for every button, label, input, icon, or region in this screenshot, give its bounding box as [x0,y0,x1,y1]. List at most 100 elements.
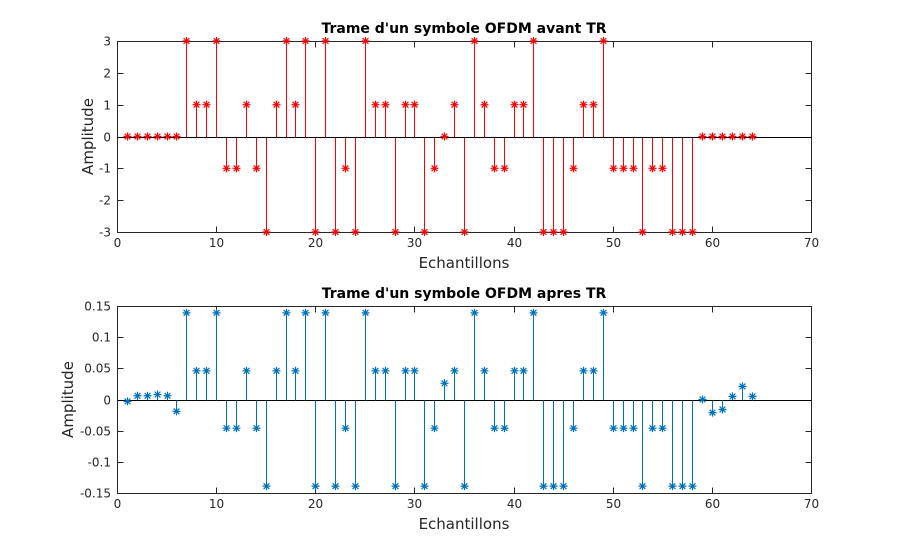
data-point-marker [480,366,489,375]
data-point-marker [569,424,578,433]
data-point-marker [589,100,598,109]
data-point-marker [718,405,727,414]
data-point-marker [301,308,310,317]
data-point-marker [519,366,528,375]
data-point-marker [123,132,132,141]
data-point-marker [182,37,191,45]
data-point-marker [460,482,469,491]
data-point-marker [708,132,717,141]
data-point-marker [252,164,261,173]
data-point-marker [242,100,251,109]
x-tick-label: 40 [507,236,522,250]
x-axis-label: Echantillons [419,515,510,533]
x-tick-label: 70 [804,236,819,250]
data-point-marker [688,228,697,236]
y-tick-label: -2 [99,194,111,208]
data-point-marker [172,132,181,141]
x-tick-label: 20 [308,236,323,250]
data-point-marker [678,482,687,491]
y-tick-label: -0.05 [80,425,111,439]
data-point-marker [609,164,618,173]
data-point-marker [420,228,429,236]
y-tick-label: 1 [103,99,111,113]
data-point-marker [133,132,142,141]
data-point-marker [232,424,241,433]
data-point-marker [559,482,568,491]
x-tick-label: 50 [606,236,621,250]
y-tick-label: 0 [103,394,111,408]
data-point-marker [638,482,647,491]
x-tick-label: 10 [209,497,224,511]
y-tick-label: 2 [103,67,111,81]
data-point-marker [440,379,449,388]
data-point-marker [232,164,241,173]
data-point-marker [738,382,747,391]
data-point-marker [698,395,707,404]
x-tick-label: 30 [407,497,422,511]
data-point-marker [589,366,598,375]
data-point-marker [192,100,201,109]
data-point-marker [738,132,747,141]
data-point-marker [510,100,519,109]
data-point-marker [648,164,657,173]
data-point-marker [748,132,757,141]
data-point-marker [361,37,370,45]
data-point-marker [153,132,162,141]
data-point-marker [410,100,419,109]
data-point-marker [470,37,479,45]
data-point-marker [480,100,489,109]
data-point-marker [242,366,251,375]
x-tick-label: 20 [308,497,323,511]
data-point-marker [262,228,271,236]
x-tick-label: 60 [705,236,720,250]
data-point-marker [490,164,499,173]
data-point-marker [599,308,608,317]
data-point-marker [163,391,172,400]
data-point-marker [609,424,618,433]
y-tick-label: 3 [103,35,111,49]
data-point-marker [579,366,588,375]
y-tick-label: -1 [99,162,111,176]
data-point-marker [440,132,449,141]
y-tick-label: 0.05 [84,362,111,376]
data-point-marker [212,37,221,45]
data-point-marker [599,37,608,45]
x-axis-label: Echantillons [419,254,510,272]
data-point-marker [252,424,261,433]
y-tick-label: -0.15 [80,487,111,501]
data-point-marker [500,164,509,173]
data-point-marker [291,366,300,375]
data-point-marker [708,408,717,417]
data-point-marker [420,482,429,491]
data-point-marker [470,308,479,317]
y-tick-label: 0.1 [92,331,111,345]
data-point-marker [728,132,737,141]
data-point-marker [728,392,737,401]
data-point-marker [143,391,152,400]
data-point-marker [291,100,300,109]
data-point-marker [222,424,231,433]
data-point-marker [381,100,390,109]
data-point-marker [351,482,360,491]
data-point-marker [351,228,360,236]
data-point-marker [490,424,499,433]
data-point-marker [272,366,281,375]
data-point-marker [648,424,657,433]
data-point-marker [371,366,380,375]
data-point-marker [410,366,419,375]
data-point-marker [539,228,548,236]
data-point-marker [321,308,330,317]
data-point-marker [460,228,469,236]
data-point-marker [331,482,340,491]
data-point-marker [450,100,459,109]
chart-1: 0 10 20 30 40 50 60 70 -3 -2 -1 0 1 2 3 Trame d'un symb… [79,21,819,272]
data-point-marker [153,390,162,399]
data-point-marker [688,482,697,491]
y-tick-label: 0.15 [84,300,111,314]
data-point-marker [658,424,667,433]
x-tick-label: 30 [407,236,422,250]
data-point-marker [619,164,628,173]
data-point-marker [668,482,677,491]
data-point-marker [391,228,400,236]
